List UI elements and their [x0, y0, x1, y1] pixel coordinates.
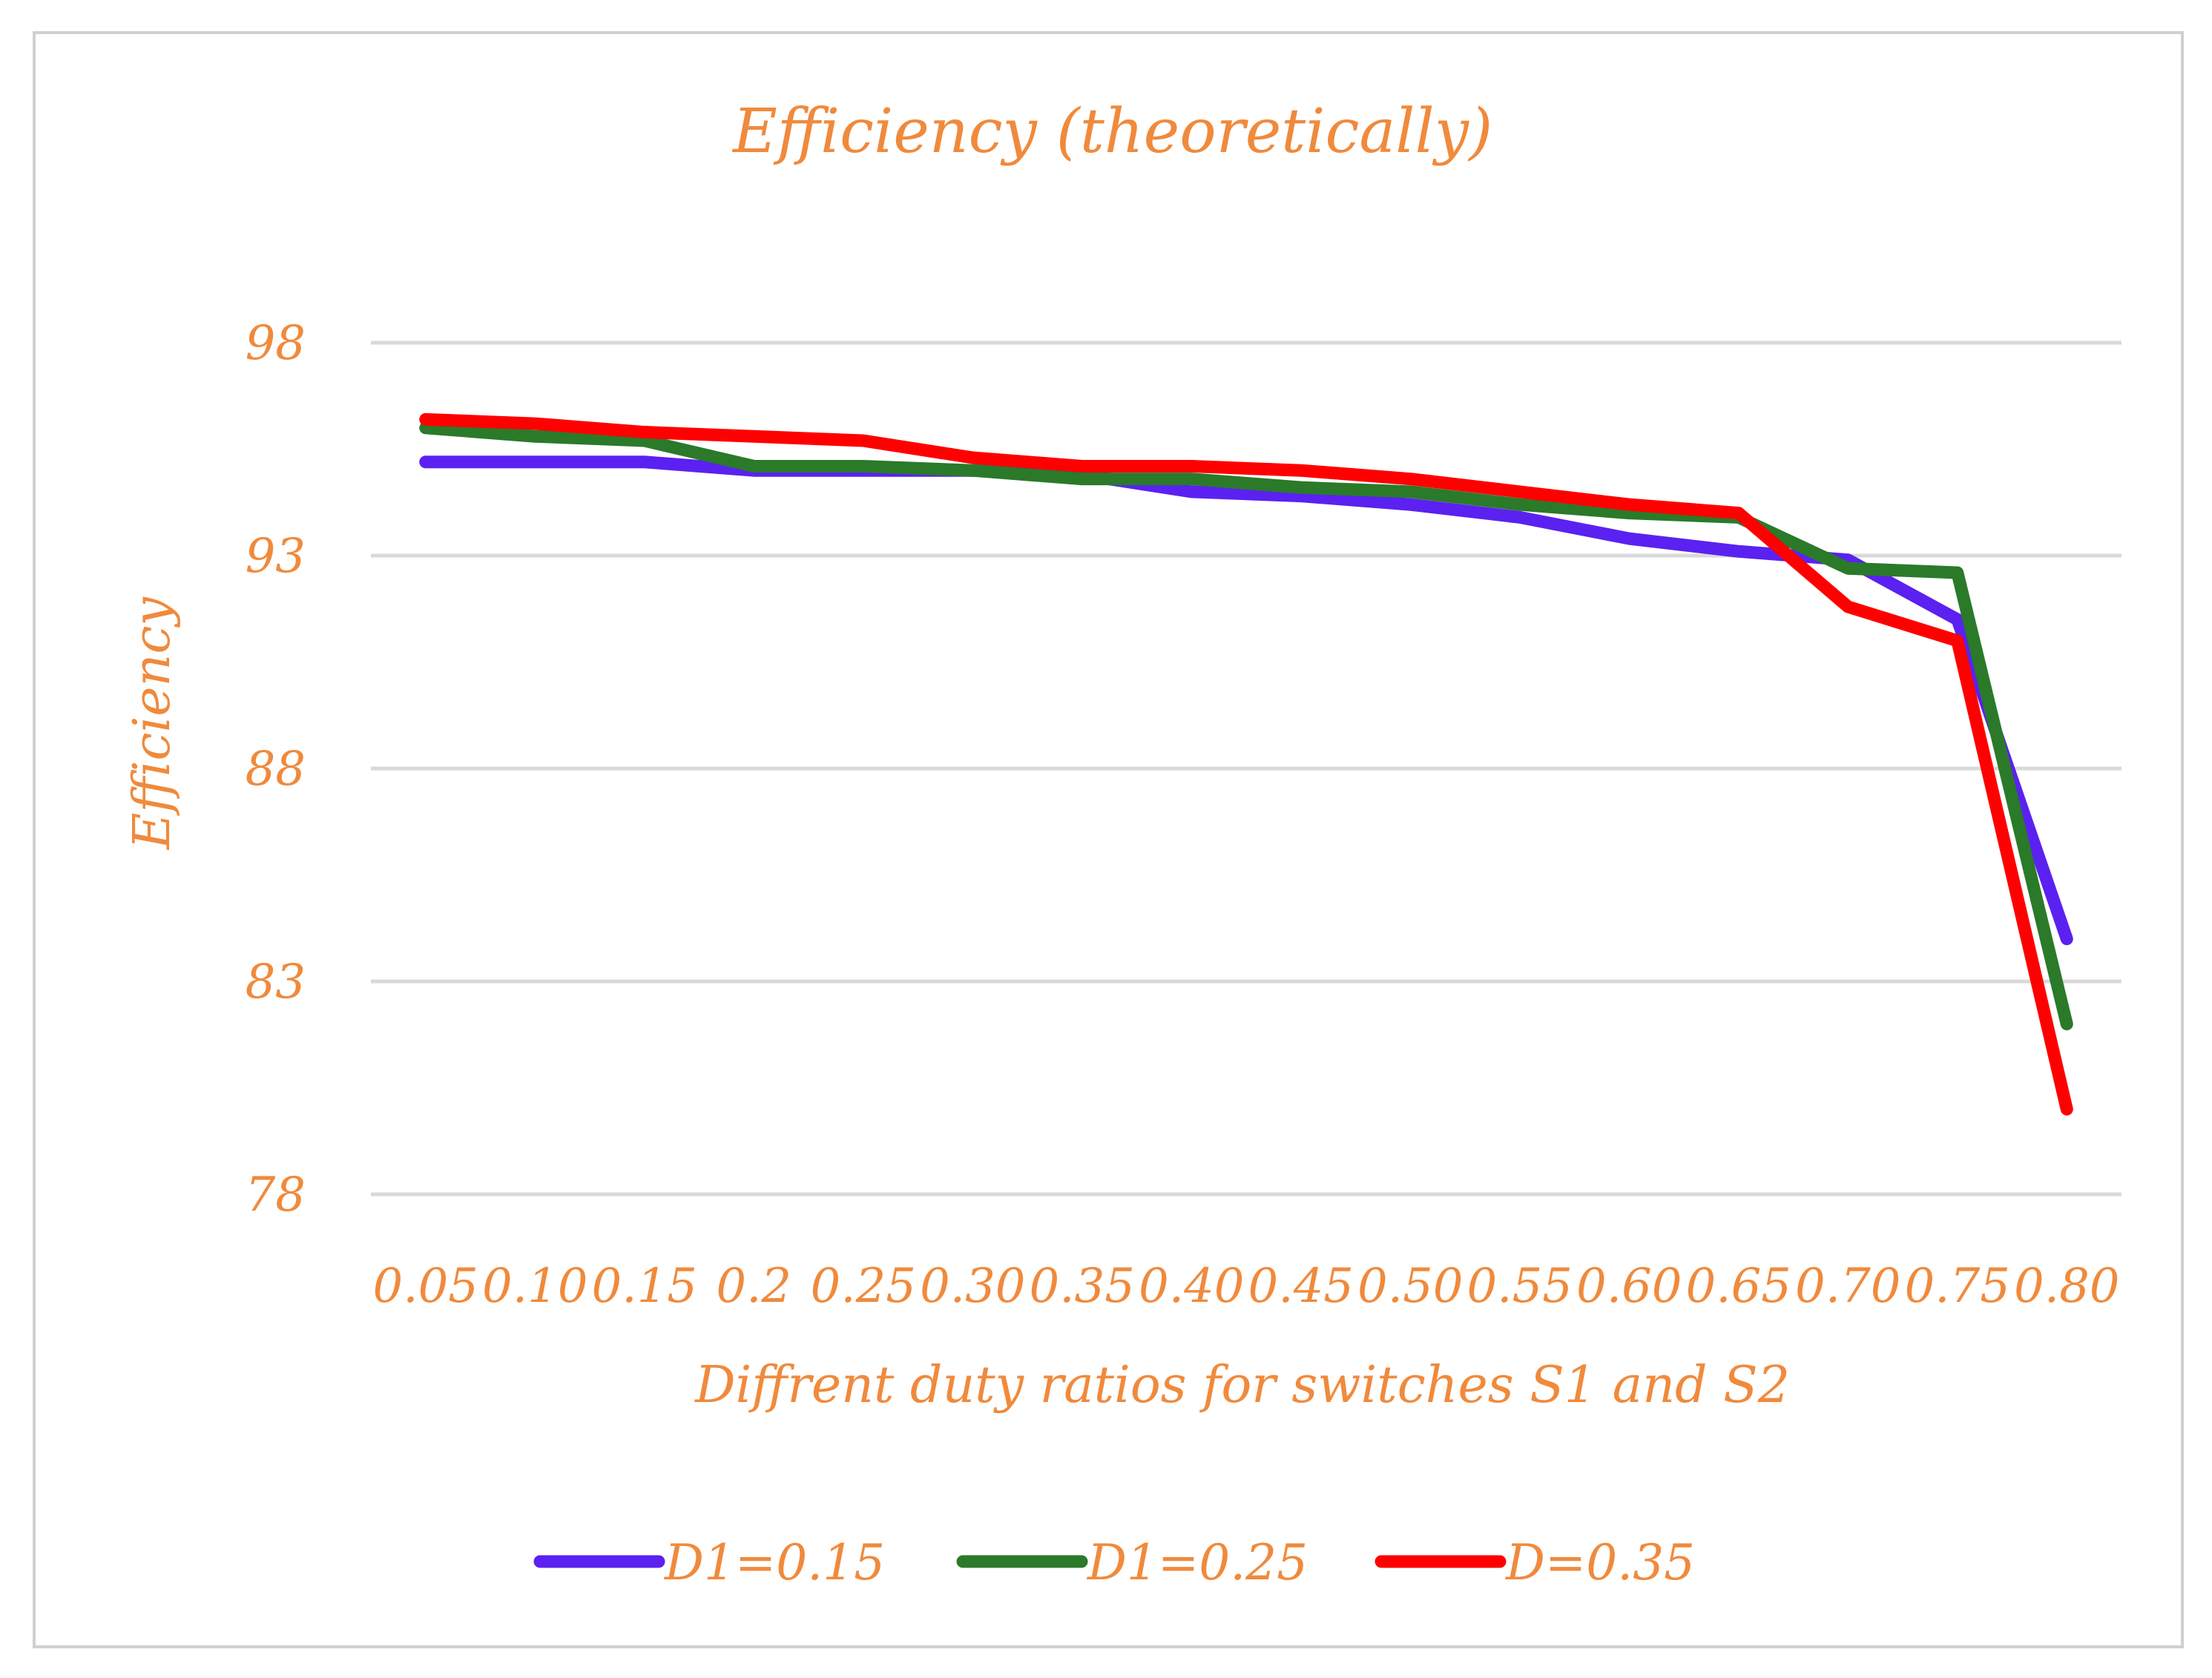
- y-tick-label: 78: [246, 1168, 306, 1223]
- x-tick-label: 0.75: [1905, 1259, 2011, 1314]
- y-tick-label: 83: [246, 955, 306, 1010]
- x-axis-ticks: 0.05 0.10 0.15 0.2 0.25 0.30 0.35 0.40 0.45 0.50 0…: [373, 1259, 2120, 1314]
- legend-label-2: D1=0.25: [1087, 1534, 1308, 1591]
- x-tick-label: 0.35: [1030, 1259, 1136, 1314]
- chart-frame: [33, 31, 2184, 1648]
- series-lines: [419, 412, 2073, 1116]
- series-line-1: [419, 455, 2073, 946]
- series-line-3: [419, 412, 2073, 1116]
- legend-label-3: D=0.35: [1505, 1534, 1695, 1591]
- x-tick-label: 0.45: [1248, 1259, 1354, 1314]
- x-tick-label: 0.2: [716, 1259, 791, 1314]
- legend: D1=0.15 D1=0.25 D=0.35: [533, 1534, 1695, 1591]
- x-tick-label: 0.40: [1139, 1259, 1245, 1314]
- chart-title: Efficiency (theoretically): [731, 96, 1492, 167]
- x-tick-label: 0.70: [1795, 1259, 1901, 1314]
- grid-lines: [371, 340, 2122, 1197]
- x-tick-label: 0.55: [1467, 1259, 1573, 1314]
- series-line-2: [419, 421, 2073, 1030]
- y-tick-label: 93: [246, 529, 306, 584]
- y-tick-label: 88: [246, 742, 306, 797]
- x-tick-label: 0.60: [1576, 1259, 1682, 1314]
- x-tick-label: 0.30: [920, 1259, 1026, 1314]
- y-axis-title: Efficiency: [123, 596, 182, 851]
- x-axis-title: Diffrent duty ratios for switches S1 and…: [694, 1356, 1790, 1415]
- y-axis-ticks: 78 83 88 93 98: [246, 316, 306, 1223]
- x-tick-label: 0.15: [592, 1259, 698, 1314]
- y-tick-label: 98: [246, 316, 306, 371]
- x-tick-label: 0.65: [1686, 1259, 1792, 1314]
- x-tick-label: 0.80: [2014, 1259, 2120, 1314]
- x-tick-label: 0.50: [1357, 1259, 1464, 1314]
- legend-label-1: D1=0.15: [664, 1534, 885, 1591]
- x-tick-label: 0.05: [373, 1259, 479, 1314]
- x-tick-label: 0.25: [811, 1259, 917, 1314]
- x-tick-label: 0.10: [482, 1259, 588, 1314]
